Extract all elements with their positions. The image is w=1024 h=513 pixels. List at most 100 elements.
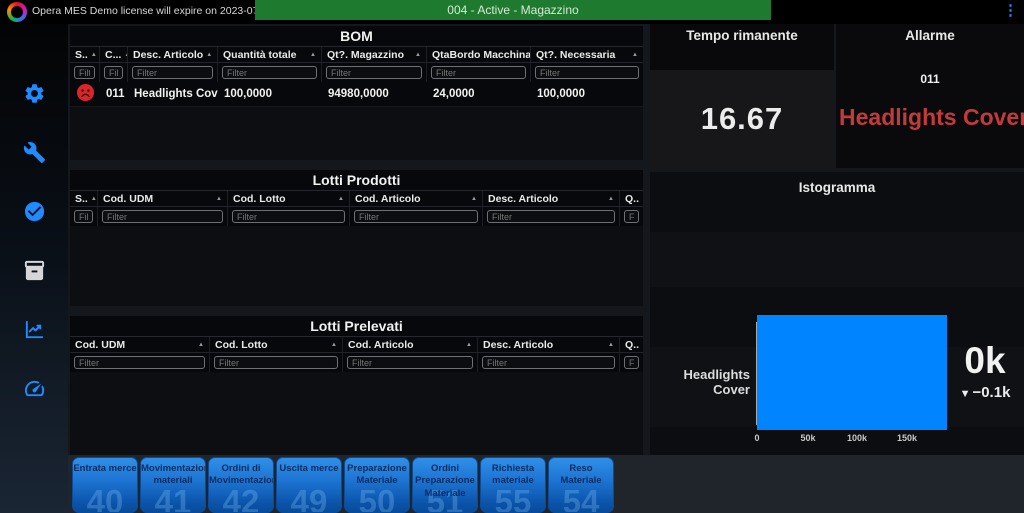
- lp-col-desc-articolo[interactable]: Desc. Articolo ▲: [483, 191, 620, 206]
- lp-filter-cod-articolo[interactable]: [354, 210, 478, 223]
- tools-icon: [23, 141, 46, 169]
- x-tick-150k: 150k: [896, 433, 918, 443]
- lp-filter-q[interactable]: [624, 210, 639, 223]
- delta-down-icon: ▼: [959, 388, 971, 400]
- sidebar-item-warehouse[interactable]: [0, 243, 68, 302]
- column-label: Desc. Articolo: [483, 338, 554, 351]
- button-entrata-merce[interactable]: 40 Entrata merce: [72, 457, 138, 513]
- bom-col-qta-magazzino[interactable]: Qt?. Magazzino ▲: [322, 47, 427, 62]
- button-preparazione-materiale[interactable]: 50 Preparazione Materiale: [344, 457, 410, 513]
- top-bar: Opera MES Demo license will expire on 20…: [0, 0, 1024, 24]
- sort-asc-icon: ▲: [90, 195, 97, 202]
- lpre-filter-cod-articolo[interactable]: [347, 356, 473, 369]
- package-icon: [23, 259, 46, 287]
- status-banner: 004 - Active - Magazzino: [255, 0, 771, 20]
- bom-cell-desc: Headlights Cover: [134, 88, 218, 100]
- button-richiesta-materiale[interactable]: 55 Richiesta materiale: [480, 457, 546, 513]
- gauge-icon: [23, 377, 46, 405]
- column-label: Cod. Lotto: [215, 338, 268, 351]
- lp-col-s[interactable]: S.. ▲: [70, 191, 98, 206]
- chart-category-label: Headlights Cover: [683, 367, 750, 397]
- sidebar-item-settings[interactable]: [0, 66, 68, 125]
- lpre-filter-desc-articolo[interactable]: [482, 356, 615, 369]
- bom-col-c[interactable]: C...▲: [100, 47, 128, 62]
- sidebar-item-dashboard[interactable]: [0, 361, 68, 420]
- bom-filter-qta-necessaria[interactable]: [535, 66, 639, 79]
- lpre-filter-cod-lotto[interactable]: [214, 356, 338, 369]
- bom-filter-s[interactable]: [74, 66, 95, 79]
- column-label: Cod. Lotto: [233, 192, 286, 205]
- button-label: Entrata merce: [73, 463, 137, 474]
- bom-title: BOM: [340, 28, 373, 44]
- column-label: Qt?. Magazzino: [327, 48, 404, 61]
- bom-col-desc-articolo[interactable]: Desc. Articolo ▲: [128, 47, 218, 62]
- sidebar: [0, 24, 68, 513]
- lp-filter-cod-lotto[interactable]: [232, 210, 345, 223]
- sort-asc-icon: ▲: [632, 51, 638, 58]
- button-movimentazioni-materiali[interactable]: 41 Movimentazioni materiali: [140, 457, 206, 513]
- kebab-menu-icon[interactable]: ⋮: [1003, 2, 1018, 19]
- lp-col-cod-lotto[interactable]: Cod. Lotto ▲: [228, 191, 350, 206]
- function-button-row: 40 Entrata merce 41 Movimentazioni mater…: [72, 457, 614, 513]
- button-reso-materiale[interactable]: 54 Reso Materiale: [548, 457, 614, 513]
- bom-col-qta-necessaria[interactable]: Qt?. Necessaria ▲: [531, 47, 643, 62]
- sort-asc-icon: ▲: [642, 196, 643, 202]
- button-uscita-merce[interactable]: 49 Uscita merce: [276, 457, 342, 513]
- lpre-filter-cod-udm[interactable]: [74, 356, 205, 369]
- tempo-rimanente-value-area: 16.67: [650, 70, 834, 168]
- bom-col-qta-bordo-macchina[interactable]: QtaBordo Macchina▲: [427, 47, 531, 62]
- button-ordini-di-movimentazione[interactable]: 42 Ordini di Movimentazione: [208, 457, 274, 513]
- sort-asc-icon: ▲: [310, 51, 316, 58]
- bom-filter-quantita-totale[interactable]: [222, 66, 317, 79]
- button-number: 54: [562, 483, 600, 513]
- allarme-title: Allarme: [905, 28, 955, 43]
- lpre-col-desc-articolo[interactable]: Desc. Articolo ▲: [478, 337, 620, 352]
- lp-filter-s[interactable]: [74, 210, 93, 223]
- chart-y-axis: [756, 322, 757, 425]
- bom-filter-qta-magazzino[interactable]: [326, 66, 422, 79]
- bom-filter-row: [70, 63, 643, 82]
- bom-col-quantita-totale[interactable]: Quantità totale ▲: [218, 47, 322, 62]
- bottom-strip: 40 Entrata merce 41 Movimentazioni mater…: [68, 455, 1024, 513]
- lotti-prodotti-title: Lotti Prodotti: [312, 172, 401, 188]
- lpre-col-q[interactable]: Q..▲: [620, 337, 643, 352]
- lp-col-cod-articolo[interactable]: Cod. Articolo ▲: [350, 191, 483, 206]
- column-label: Quantità totale: [223, 48, 297, 61]
- sort-asc-icon: ▲: [338, 195, 344, 202]
- bom-filter-desc[interactable]: [132, 66, 213, 79]
- bom-table-row[interactable]: 011 Headlights Cover 100,0000 94980,0000…: [70, 82, 643, 107]
- sort-asc-icon: ▲: [415, 51, 421, 58]
- chart-band: [650, 232, 1024, 287]
- lp-col-cod-udm[interactable]: Cod. UDM ▲: [98, 191, 228, 206]
- lpre-col-cod-articolo[interactable]: Cod. Articolo ▲: [343, 337, 478, 352]
- chart-bar-headlights-cover: [757, 315, 947, 430]
- lp-col-q[interactable]: Q..▲: [620, 191, 643, 206]
- column-label: Q..: [625, 338, 640, 351]
- lp-filter-desc-articolo[interactable]: [487, 210, 615, 223]
- button-label: Richiesta materiale: [491, 463, 535, 487]
- allarme-message: Headlights Cover: [839, 104, 1024, 130]
- chart-delta: ▼ −0.1k: [947, 384, 1023, 401]
- bom-col-s[interactable]: S.. ▲: [70, 47, 100, 62]
- sidebar-item-analytics[interactable]: [0, 302, 68, 361]
- bom-cell-qta-bordo: 24,0000: [433, 88, 475, 100]
- button-ordini-preparazione-materiale[interactable]: 51 Ordini Preparazione Materiale: [412, 457, 478, 513]
- sidebar-item-maintenance[interactable]: [0, 125, 68, 184]
- sort-asc-icon: ▲: [90, 51, 97, 58]
- sidebar-item-quality[interactable]: [0, 184, 68, 243]
- bom-filter-qta-bordo[interactable]: [431, 66, 526, 79]
- column-label: Desc. Articolo: [488, 192, 559, 205]
- button-number: 55: [494, 483, 532, 513]
- allarme-code: 011: [920, 72, 940, 86]
- column-label: C...: [105, 48, 122, 61]
- bom-empty-area: [70, 107, 643, 160]
- bom-filter-c[interactable]: [104, 66, 123, 79]
- button-label: Preparazione Materiale: [347, 463, 407, 487]
- lpre-col-cod-lotto[interactable]: Cod. Lotto ▲: [210, 337, 343, 352]
- column-label: Q..: [625, 192, 640, 205]
- lpre-filter-q[interactable]: [624, 356, 639, 369]
- sort-asc-icon: ▲: [471, 195, 477, 202]
- x-tick-0: 0: [754, 433, 760, 443]
- lpre-col-cod-udm[interactable]: Cod. UDM ▲: [70, 337, 210, 352]
- lp-filter-cod-udm[interactable]: [102, 210, 223, 223]
